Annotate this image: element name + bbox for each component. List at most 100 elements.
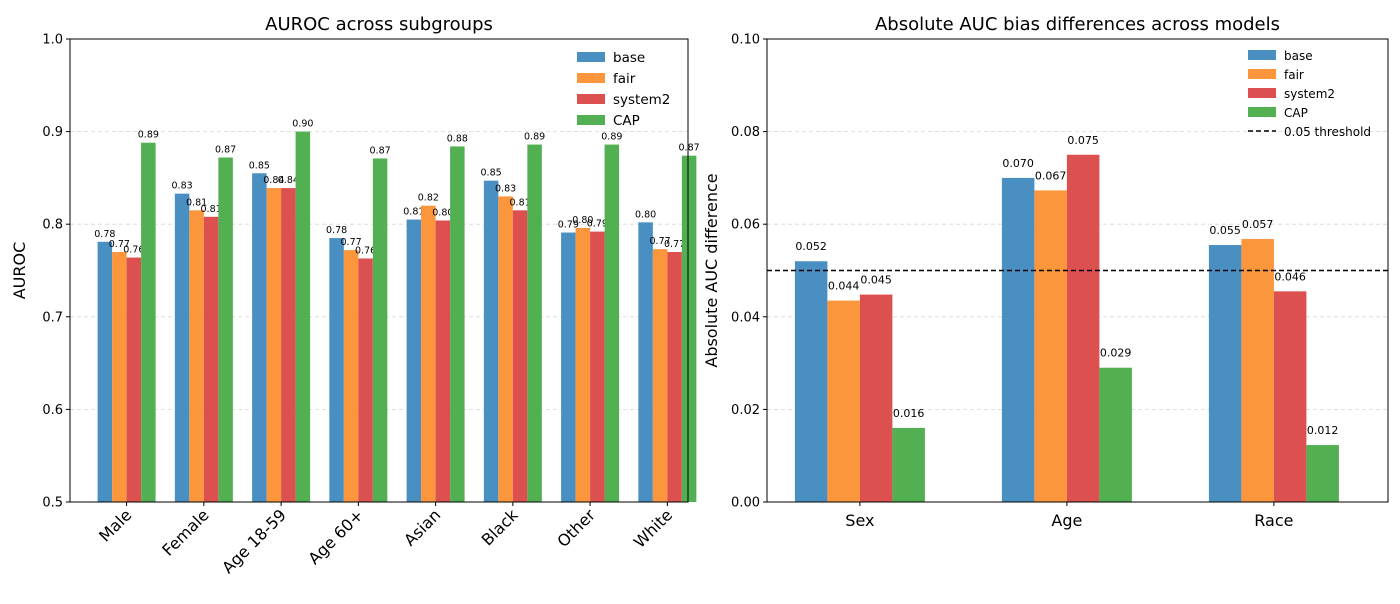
data-label: 0.89 [601,132,622,143]
data-label: 0.057 [1242,218,1274,231]
bar-base-age-60- [329,238,344,502]
data-label: 0.055 [1209,224,1241,237]
data-label: 0.87 [370,145,391,156]
bar-fair-sex [827,300,860,502]
bar-fair-black [498,196,513,503]
legend: base fair system2 CAP 0.05 threshold [1248,49,1371,139]
y-tick-label: 1.0 [42,33,63,48]
data-label: 0.070 [1002,157,1034,170]
data-label: 0.89 [524,132,545,143]
y-tick-label: 0.06 [731,218,760,233]
legend-label-system2: system2 [613,92,670,108]
x-tick-label: Black [478,505,523,550]
data-label: 0.87 [679,143,700,154]
legend-label-base: base [1284,49,1313,63]
x-tick-label: Age 18-59 [218,505,290,577]
data-label: 0.075 [1067,134,1099,147]
bar-fair-age-60- [343,250,359,502]
x-tick-label: Other [553,505,599,551]
bar-fair-race [1241,239,1274,503]
y-axis-label: AUROC [10,242,29,300]
bar-CAP-male [141,142,156,502]
x-tick-label: Age [1051,511,1082,530]
data-label: 0.80 [432,207,453,218]
bar-system2-age-18-59 [281,188,296,502]
bar-CAP-other [604,144,620,502]
data-label: 0.83 [172,181,193,192]
data-label: 0.81 [186,197,207,208]
bar-base-age-18-59 [252,173,267,502]
data-label: 0.87 [215,145,236,156]
legend-swatch-system2 [577,94,605,104]
legend-swatch-CAP [1248,107,1276,117]
bar-system2-other [590,231,605,502]
bar-base-female [174,193,190,502]
data-label: 0.84 [263,175,284,186]
data-label: 0.81 [403,207,424,218]
x-tick-label: White [630,505,676,551]
bar-fair-white [652,249,668,502]
data-label: 0.76 [355,245,376,256]
y-tick-label: 0.04 [731,310,760,325]
bar-CAP-female [218,157,233,502]
data-label: 0.82 [418,193,439,204]
plot-frame [766,38,1389,503]
bar-CAP-age-18-59 [295,131,311,502]
bar-system2-age [1066,154,1100,502]
y-tick-label: 0.08 [731,125,760,140]
legend-label-base: base [613,50,645,66]
x-tick-label: Female [158,505,212,559]
bar-fair-other [575,227,591,503]
data-label: 0.046 [1274,270,1306,283]
chart-title: AUROC across subgroups [265,14,493,35]
bar-base-race [1208,245,1242,502]
data-label: 0.79 [558,220,579,231]
chart-title: Absolute AUC bias differences across mod… [875,14,1280,35]
bar-CAP-age-60- [372,158,388,503]
data-label: 0.81 [510,197,531,208]
y-tick-label: 0.10 [731,33,760,48]
panel-auroc-subgroups: 0.50.60.70.80.91.00.780.830.850.780.810.… [10,14,700,577]
legend-label-fair: fair [613,71,636,87]
legend-swatch-CAP [577,115,605,125]
legend-swatch-base [1248,50,1276,60]
bar-CAP-race [1306,445,1339,502]
bar-CAP-asian [450,146,465,502]
bar-fair-asian [421,205,436,502]
bar-system2-female [203,216,219,503]
y-tick-label: 0.6 [42,403,63,418]
data-label: 0.85 [249,160,270,171]
y-tick-label: 0.5 [42,496,63,511]
bar-base-sex [794,261,828,502]
data-label: 0.89 [138,130,159,141]
data-label: 0.83 [495,183,516,194]
legend-swatch-fair [1248,69,1276,79]
data-label: 0.012 [1307,424,1339,437]
bar-base-white [638,222,653,502]
data-label: 0.79 [587,219,608,230]
data-label: 0.81 [201,204,222,215]
x-tick-label: Sex [845,511,874,530]
data-label: 0.044 [828,280,860,293]
data-label: 0.88 [447,133,468,144]
legend-label-CAP: CAP [613,113,640,129]
data-label: 0.90 [292,119,313,130]
panel-auc-bias-differences: 0.000.020.040.060.080.100.0520.0700.0550… [702,14,1389,530]
bar-base-age [1001,177,1035,502]
data-label: 0.78 [326,225,347,236]
x-tick-label: Age 60+ [304,505,367,568]
legend-label-CAP: CAP [1284,106,1308,120]
bar-system2-male [126,257,142,502]
bar-CAP-white [681,155,697,502]
y-tick-label: 0.8 [42,218,63,233]
legend-swatch-base [577,52,605,62]
bar-system2-white [667,251,682,502]
data-label: 0.067 [1035,169,1067,182]
legend-swatch-fair [577,73,605,83]
data-label: 0.77 [650,236,671,247]
data-label: 0.029 [1100,347,1132,360]
x-tick-label: Race [1254,511,1293,530]
bar-fair-female [189,210,204,502]
legend-label-fair: fair [1284,68,1304,82]
